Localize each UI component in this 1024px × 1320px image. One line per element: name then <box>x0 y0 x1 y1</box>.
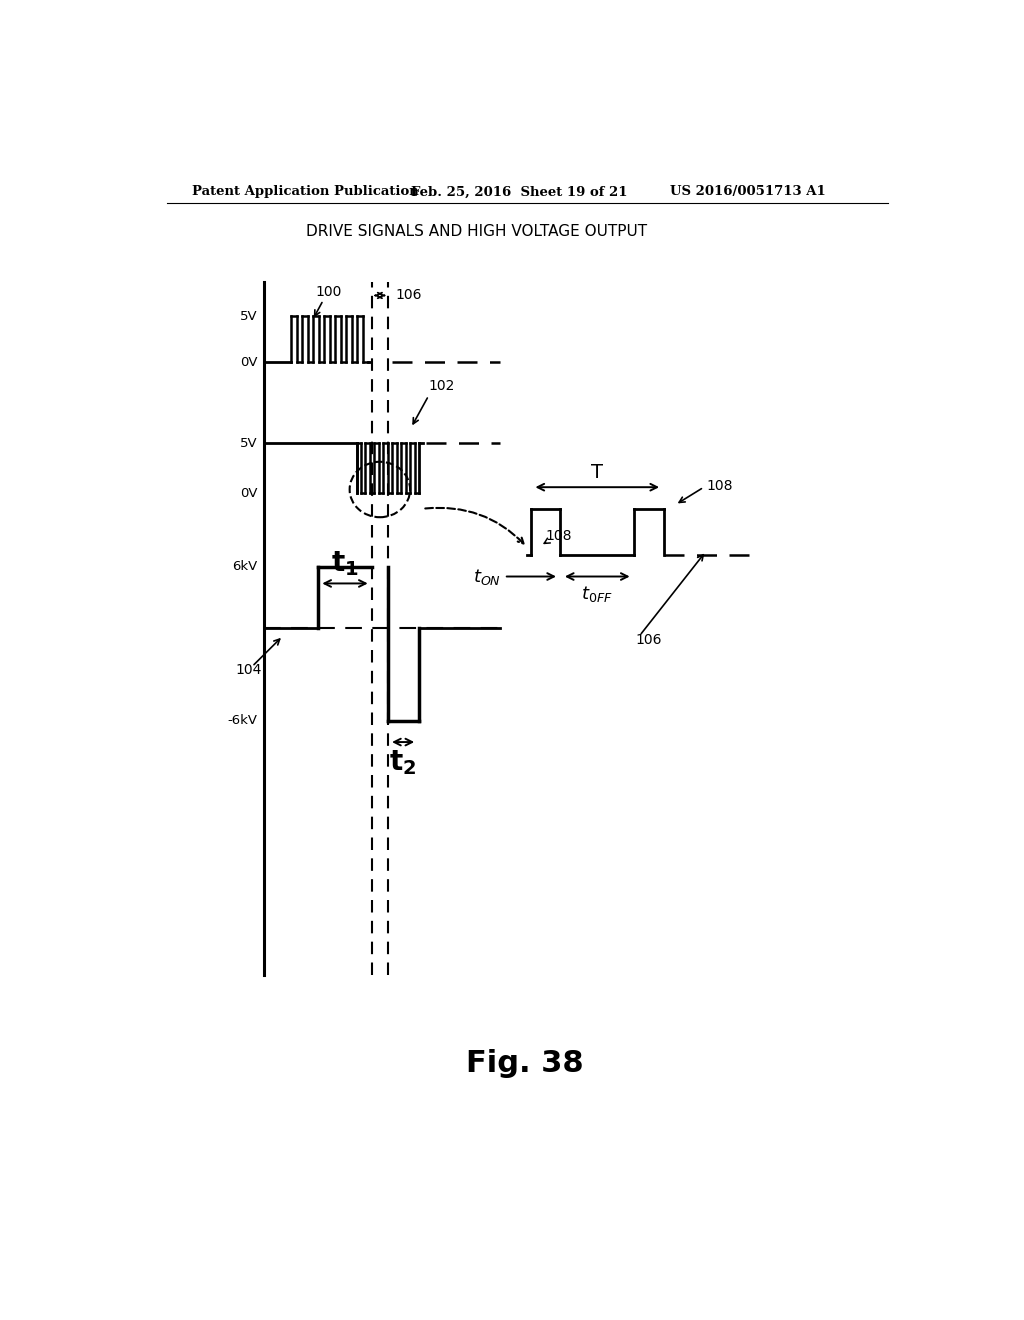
Text: 106: 106 <box>636 632 663 647</box>
Text: 5V: 5V <box>240 310 257 323</box>
Text: $\mathbf{t_1}$: $\mathbf{t_1}$ <box>331 549 358 578</box>
Text: 6kV: 6kV <box>232 560 257 573</box>
Text: Feb. 25, 2016  Sheet 19 of 21: Feb. 25, 2016 Sheet 19 of 21 <box>411 185 628 198</box>
Text: 0V: 0V <box>240 356 257 370</box>
Text: $t_{0FF}$: $t_{0FF}$ <box>582 585 613 605</box>
Text: 5V: 5V <box>240 437 257 450</box>
Text: Patent Application Publication: Patent Application Publication <box>191 185 418 198</box>
Text: -6kV: -6kV <box>227 714 257 727</box>
Text: T: T <box>591 463 603 482</box>
Text: $t_{ON}$: $t_{ON}$ <box>473 566 502 586</box>
Text: 0V: 0V <box>240 487 257 500</box>
Text: 108: 108 <box>545 529 571 544</box>
Text: Fig. 38: Fig. 38 <box>466 1048 584 1077</box>
Text: 100: 100 <box>315 285 342 298</box>
Text: 106: 106 <box>395 289 422 302</box>
Text: $\mathbf{t_2}$: $\mathbf{t_2}$ <box>389 748 417 777</box>
Text: DRIVE SIGNALS AND HIGH VOLTAGE OUTPUT: DRIVE SIGNALS AND HIGH VOLTAGE OUTPUT <box>306 224 647 239</box>
Text: 108: 108 <box>707 479 732 492</box>
Text: 104: 104 <box>234 664 261 677</box>
Text: 102: 102 <box>429 379 455 393</box>
Text: US 2016/0051713 A1: US 2016/0051713 A1 <box>671 185 826 198</box>
